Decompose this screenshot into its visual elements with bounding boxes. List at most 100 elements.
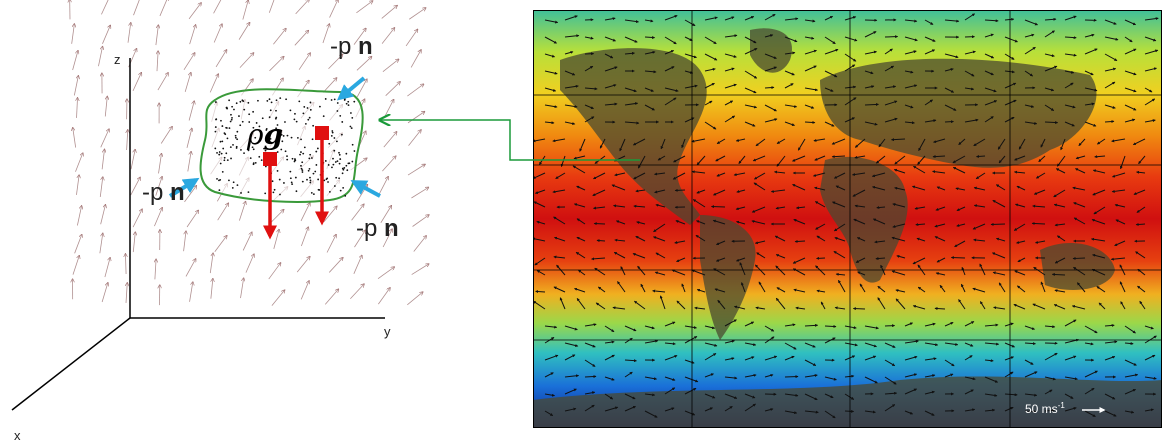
particle (286, 159, 288, 161)
particle (338, 177, 340, 179)
flow-arrow (102, 149, 104, 169)
particle (346, 103, 348, 105)
particle (242, 121, 244, 123)
particle (342, 187, 344, 189)
particle (216, 178, 218, 180)
particle (298, 100, 300, 102)
particle (309, 177, 311, 179)
particle (332, 132, 334, 134)
flow-arrow (159, 154, 162, 174)
particle (279, 179, 281, 181)
flow-arrow (75, 235, 82, 254)
particle (255, 162, 257, 164)
flow-arrow (272, 290, 285, 305)
wind-vector (805, 122, 815, 123)
flow-arrow (161, 127, 172, 144)
world-map (532, 10, 1162, 428)
particle (302, 153, 304, 155)
particle (277, 170, 279, 172)
pressure-label: -p n (330, 33, 373, 60)
flow-arrow (101, 0, 109, 14)
flow-arrow (210, 253, 213, 273)
density-label: ρg (246, 118, 283, 151)
particle (292, 158, 294, 160)
flow-arrow (73, 256, 79, 275)
particle (221, 125, 223, 127)
particle (310, 109, 312, 111)
flow-arrow (241, 278, 244, 298)
particle (240, 149, 242, 151)
particle (301, 168, 303, 170)
particle (258, 156, 260, 158)
particle (230, 121, 232, 123)
flow-arrow (105, 258, 110, 277)
flow-arrow (187, 128, 192, 147)
flow-arrow (215, 236, 227, 252)
particle (270, 109, 272, 111)
flow-arrow (102, 25, 110, 43)
pressure-label: -p n (356, 215, 399, 242)
flow-arrow (325, 289, 338, 304)
particle (337, 102, 339, 104)
wind-vector (935, 308, 945, 309)
particle (239, 124, 241, 126)
particle (236, 102, 238, 104)
flow-arrow (105, 97, 107, 117)
particle (341, 134, 343, 136)
particle (338, 152, 340, 154)
particle (250, 157, 252, 159)
flow-arrow (301, 281, 309, 299)
flow-arrow (133, 209, 142, 227)
particle (326, 178, 328, 180)
flow-arrow (101, 205, 106, 224)
particle (240, 192, 242, 194)
particle (311, 157, 313, 159)
particle (230, 114, 232, 116)
wind-vector (1105, 121, 1114, 122)
flow-arrow (243, 232, 252, 250)
particle (220, 163, 222, 165)
flow-arrow (77, 98, 78, 118)
particle (307, 119, 309, 121)
flow-arrow (77, 206, 81, 226)
particle (314, 171, 316, 173)
flow-arrow (218, 203, 229, 220)
particle (243, 152, 245, 154)
particle (274, 189, 276, 191)
flow-arrow (76, 175, 79, 195)
flow-arrow (269, 0, 276, 13)
flow-arrow (413, 215, 429, 227)
flow-arrow (299, 53, 310, 70)
flow-arrow (243, 0, 248, 19)
flow-arrow (72, 24, 75, 44)
particle (323, 115, 325, 117)
particle (224, 157, 226, 159)
particle (318, 189, 320, 191)
flow-arrow (158, 73, 168, 90)
particle (275, 110, 277, 112)
x-axis (12, 318, 130, 410)
particle (339, 154, 341, 156)
flow-arrow (297, 257, 310, 273)
particle (306, 179, 308, 181)
particle (257, 100, 259, 102)
particle (290, 109, 292, 111)
particle (242, 100, 244, 102)
flow-arrow (102, 283, 108, 302)
particle (226, 107, 228, 109)
y-label: y (384, 324, 391, 339)
particle (221, 141, 223, 143)
particle (233, 181, 235, 183)
wind-vector (877, 207, 885, 208)
flow-arrow (409, 8, 425, 19)
flow-arrow (356, 1, 372, 13)
particle (290, 177, 292, 179)
particle (239, 101, 241, 103)
pressure-label: -p n (142, 179, 185, 206)
flow-arrow (382, 6, 397, 19)
flow-arrow (378, 267, 394, 279)
z-label: z (114, 52, 121, 67)
flow-arrow (407, 84, 423, 96)
particle (344, 99, 346, 101)
flow-arrow (189, 3, 201, 19)
